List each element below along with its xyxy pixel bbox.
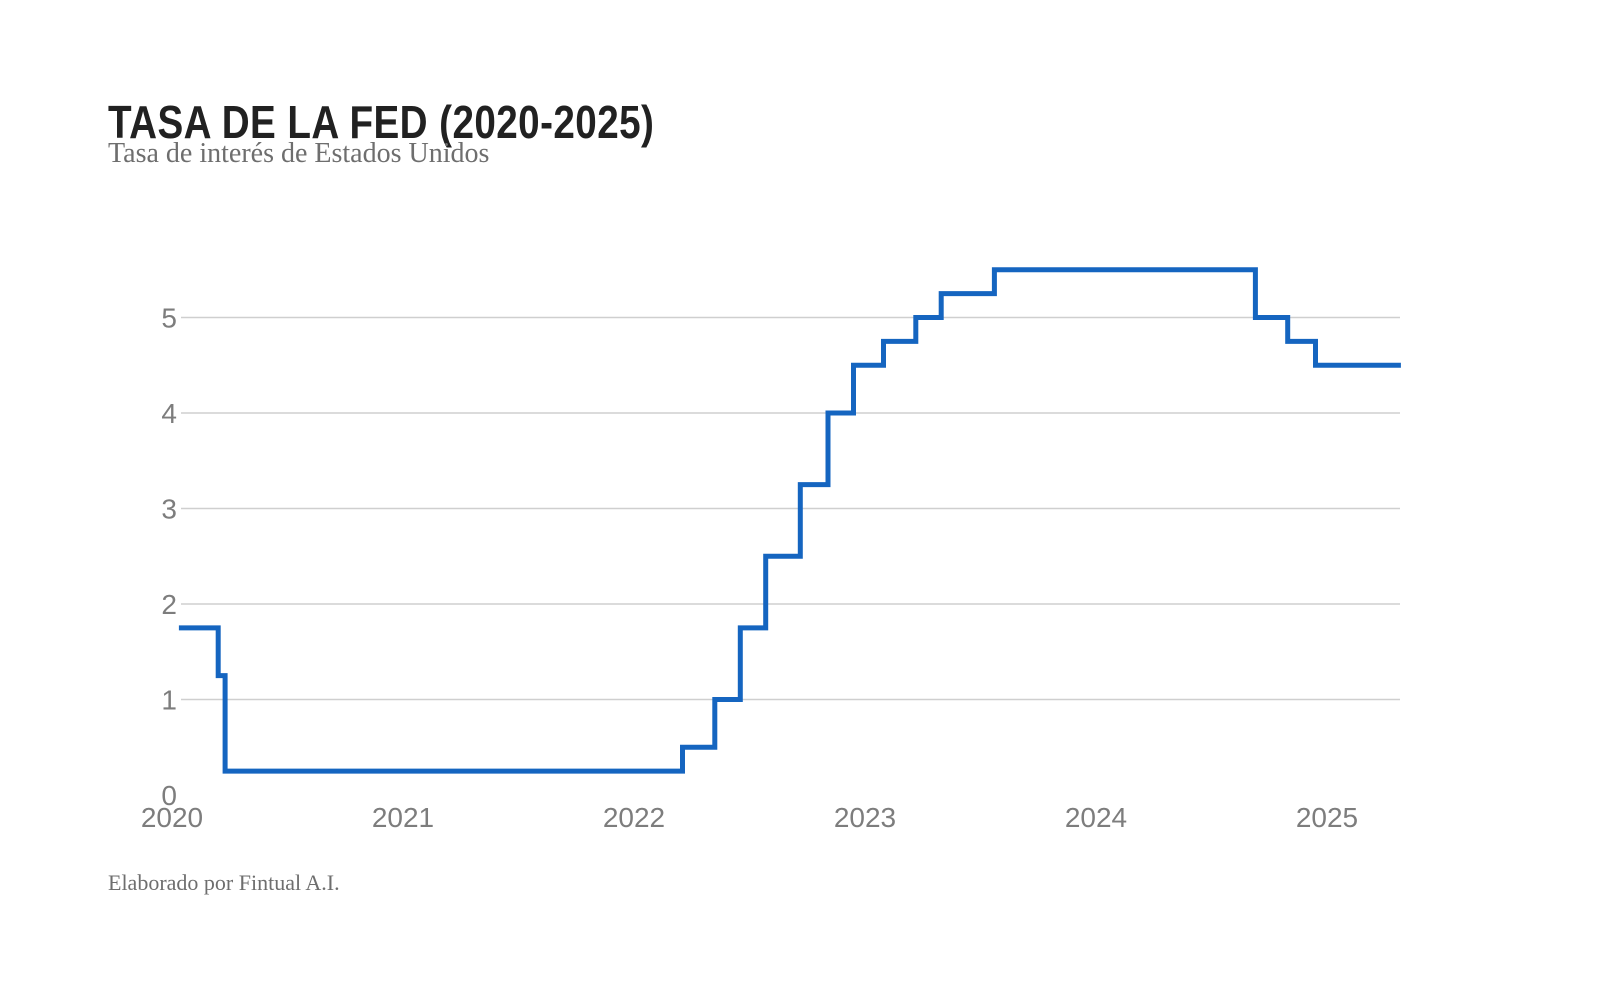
x-tick-label-2020: 2020 [141,802,203,833]
x-tick-label-2022: 2022 [603,802,665,833]
rate-step-line [178,267,1401,774]
y-tick-label-2: 2 [161,589,177,620]
y-tick-label-4: 4 [161,398,177,429]
y-tick-label-3: 3 [161,494,177,525]
chart-title: TASA DE LA FED (2020-2025) [108,95,655,148]
attribution-note: Elaborado por Fintual A.I. [108,870,340,895]
y-tick-label-5: 5 [161,303,177,334]
y-tick-label-1: 1 [161,685,177,716]
x-tick-label-2021: 2021 [372,802,434,833]
x-tick-label-2025: 2025 [1296,802,1358,833]
x-tick-label-2023: 2023 [834,802,896,833]
y-tick-label-0: 0 [161,780,177,811]
chart-subtitle: Tasa de interés de Estados Unidos [108,138,490,169]
x-tick-label-2024: 2024 [1065,802,1127,833]
